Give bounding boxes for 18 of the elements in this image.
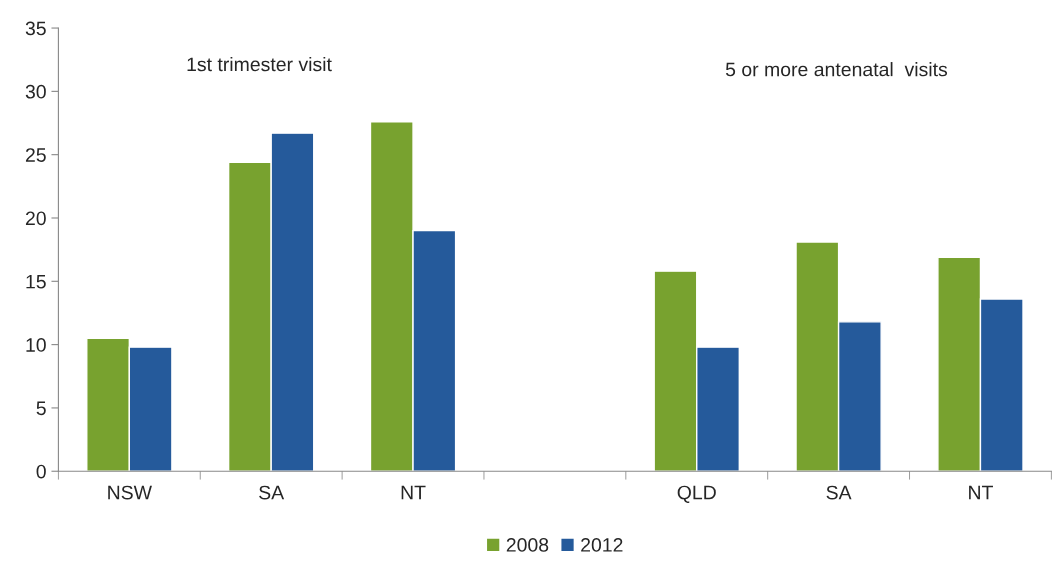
y-tick-label: 10 [26, 338, 46, 352]
y-tick-label: 25 [25, 148, 46, 162]
legend-label: 2012 [581, 538, 623, 552]
x-tick-label: NT [969, 485, 993, 500]
y-tick-label: 35 [25, 21, 46, 36]
annotation: 5 or more antenatal visits [725, 62, 948, 77]
annotation: 1st trimester visit [187, 56, 332, 72]
y-tick-label: 20 [25, 211, 46, 226]
y-tick-label: 5 [36, 401, 46, 416]
x-tick-label: QLD [677, 485, 716, 503]
y-tick-label: 15 [26, 274, 46, 289]
x-tick-label: SA [259, 485, 285, 500]
legend-label: 2008 [506, 538, 549, 552]
x-tick-label: NSW [108, 485, 152, 500]
y-tick-label: 0 [36, 464, 46, 479]
x-tick-label: SA [826, 485, 852, 500]
x-tick-label: NT [401, 485, 426, 500]
y-tick-label: 30 [25, 84, 46, 99]
